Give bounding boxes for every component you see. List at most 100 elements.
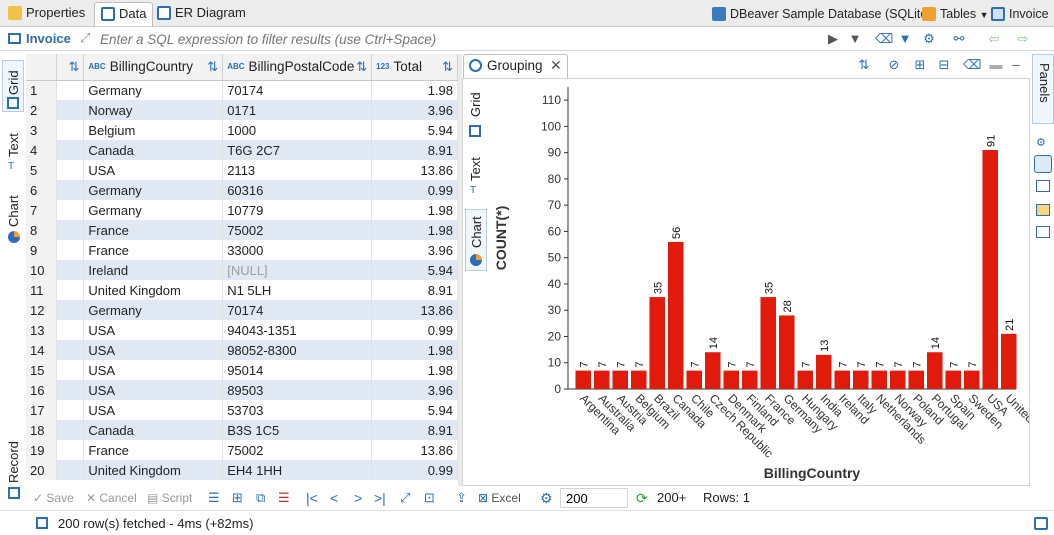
table-row[interactable]: 4 Canada T6G 2C7 8.91 — [26, 140, 458, 160]
link-icon[interactable]: ⚯ — [953, 31, 965, 46]
tab-text[interactable]: Text T — [2, 126, 24, 176]
column-header[interactable]: ABC BillingCountry ⇅ — [83, 54, 224, 81]
export-icon[interactable]: ⇪ — [456, 490, 467, 505]
total-cell[interactable]: 5.94 — [371, 120, 458, 140]
row-number[interactable]: 4 — [26, 140, 58, 160]
billing-postal-code-cell[interactable]: 75002 — [222, 440, 373, 460]
billing-country-cell[interactable]: Germany — [83, 180, 224, 200]
row-selector-cell[interactable] — [56, 420, 85, 440]
tab-er-diagram[interactable]: ER Diagram — [151, 2, 252, 26]
filter-history-button[interactable]: ▼ — [848, 31, 862, 46]
table-row[interactable]: 8 France 75002 1.98 — [26, 220, 458, 240]
billing-postal-code-cell[interactable]: 10779 — [222, 200, 373, 220]
row-number[interactable]: 2 — [26, 100, 58, 120]
panel-tools-icon[interactable]: ⚙ — [1036, 137, 1046, 149]
row-selector-cell[interactable] — [56, 320, 85, 340]
row-number[interactable]: 9 — [26, 240, 58, 260]
billing-country-cell[interactable]: France — [83, 240, 224, 260]
tab-grouping[interactable]: Grouping ✕ — [463, 54, 568, 78]
column-header[interactable]: 123 Total ⇅ — [371, 54, 458, 81]
total-cell[interactable]: 5.94 — [371, 260, 458, 280]
table-row[interactable]: 13 USA 94043-1351 0.99 — [26, 320, 458, 340]
total-cell[interactable]: 3.96 — [371, 240, 458, 260]
tab-record[interactable]: Record — [2, 438, 24, 502]
tab-properties[interactable]: Properties — [2, 2, 91, 26]
first-page-icon[interactable]: |< — [306, 490, 318, 506]
filter-input[interactable] — [100, 30, 820, 48]
table-row[interactable]: 19 France 75002 13.86 — [26, 440, 458, 460]
row-selector-cell[interactable] — [56, 460, 85, 480]
panels-view-icon[interactable]: ⊡ — [424, 490, 435, 505]
row-selector-cell[interactable] — [56, 80, 85, 100]
results-grid[interactable]: ⇅ ABC BillingCountry ⇅ ABC BillingPostalCod… — [26, 54, 458, 486]
row-number[interactable]: 10 — [26, 260, 58, 280]
billing-country-cell[interactable]: Canada — [83, 140, 224, 160]
options-icon[interactable]: ▬ — [989, 57, 1003, 72]
billing-country-cell[interactable]: Belgium — [83, 120, 224, 140]
billing-country-cell[interactable]: Norway — [83, 100, 224, 120]
tab-chart[interactable]: Chart — [2, 190, 24, 246]
filter-settings-icon[interactable]: ⚙ — [923, 31, 935, 46]
table-row[interactable]: 1 Germany 70174 1.98 — [26, 80, 458, 100]
restore-panel-icon[interactable] — [1034, 517, 1048, 530]
row-number[interactable]: 20 — [26, 460, 58, 480]
row-selector-cell[interactable] — [56, 300, 85, 320]
total-cell[interactable]: 0.99 — [371, 320, 458, 340]
next-page-icon[interactable]: > — [354, 490, 363, 506]
billing-postal-code-cell[interactable]: 95014 — [222, 360, 373, 380]
filter-icon[interactable]: ▼ — [898, 31, 912, 46]
billing-country-cell[interactable]: France — [83, 220, 224, 240]
fetch-size-input[interactable] — [560, 488, 628, 508]
row-number[interactable]: 5 — [26, 160, 58, 180]
grouping-tab-chart[interactable]: Chart — [465, 209, 487, 271]
billing-postal-code-cell[interactable]: 70174 — [222, 80, 373, 100]
value-panel-icon[interactable] — [1036, 226, 1050, 238]
row-number[interactable]: 11 — [26, 280, 58, 300]
row-selector-cell[interactable] — [56, 340, 85, 360]
billing-country-cell[interactable]: USA — [83, 340, 224, 360]
row-number[interactable]: 16 — [26, 380, 58, 400]
copy-row-icon[interactable]: ⧉ — [256, 490, 266, 505]
export-button[interactable]: ⊠ Excel — [478, 490, 521, 506]
billing-country-cell[interactable]: USA — [83, 400, 224, 420]
row-number[interactable]: 14 — [26, 340, 58, 360]
total-cell[interactable]: 3.96 — [371, 100, 458, 120]
total-cell[interactable]: 3.96 — [371, 380, 458, 400]
calc-panel-icon[interactable] — [1036, 204, 1050, 216]
row-selector-cell[interactable] — [56, 440, 85, 460]
row-selector-cell[interactable] — [56, 240, 85, 260]
total-cell[interactable]: 1.98 — [371, 340, 458, 360]
billing-postal-code-cell[interactable]: 2113 — [222, 160, 373, 180]
row-selector-cell[interactable] — [56, 400, 85, 420]
last-page-icon[interactable]: >| — [374, 490, 386, 506]
save-button[interactable]: ✓ Save — [33, 490, 74, 506]
billing-country-cell[interactable]: Germany — [83, 200, 224, 220]
add-row-icon[interactable]: ⊞ — [232, 490, 243, 505]
total-cell[interactable]: 13.86 — [371, 440, 458, 460]
panel-splitter[interactable] — [458, 54, 462, 486]
column-header[interactable]: ABC BillingPostalCode ⇅ — [222, 54, 373, 81]
table-row[interactable]: 15 USA 95014 1.98 — [26, 360, 458, 380]
row-number[interactable]: 6 — [26, 180, 58, 200]
filter-icon[interactable]: ⇅ — [68, 59, 80, 74]
billing-postal-code-cell[interactable]: N1 5LH — [222, 280, 373, 300]
table-row[interactable]: 20 United Kingdom EH4 1HH 0.99 — [26, 460, 458, 480]
row-selector-cell[interactable] — [56, 160, 85, 180]
grouping-tab-text[interactable]: Text T — [465, 151, 487, 199]
total-cell[interactable]: 1.98 — [371, 360, 458, 380]
tables-link[interactable]: Tables ▼ — [922, 4, 989, 24]
apply-filter-button[interactable]: ▶ — [828, 31, 838, 46]
row-selector-cell[interactable] — [56, 280, 85, 300]
close-icon[interactable]: ✕ — [550, 57, 562, 73]
row-selector-cell[interactable] — [56, 220, 85, 240]
row-selector-cell[interactable] — [56, 200, 85, 220]
total-cell[interactable]: 0.99 — [371, 460, 458, 480]
billing-postal-code-cell[interactable]: 89503 — [222, 380, 373, 400]
billing-country-cell[interactable]: United Kingdom — [83, 460, 224, 480]
sort-icon[interactable]: ⇅ — [858, 57, 870, 72]
cancel-button[interactable]: ✕ Cancel — [86, 490, 137, 506]
table-row[interactable]: 16 USA 89503 3.96 — [26, 380, 458, 400]
script-button[interactable]: ▤ Script — [147, 490, 192, 506]
total-cell[interactable]: 13.86 — [371, 160, 458, 180]
billing-postal-code-cell[interactable]: 53703 — [222, 400, 373, 420]
